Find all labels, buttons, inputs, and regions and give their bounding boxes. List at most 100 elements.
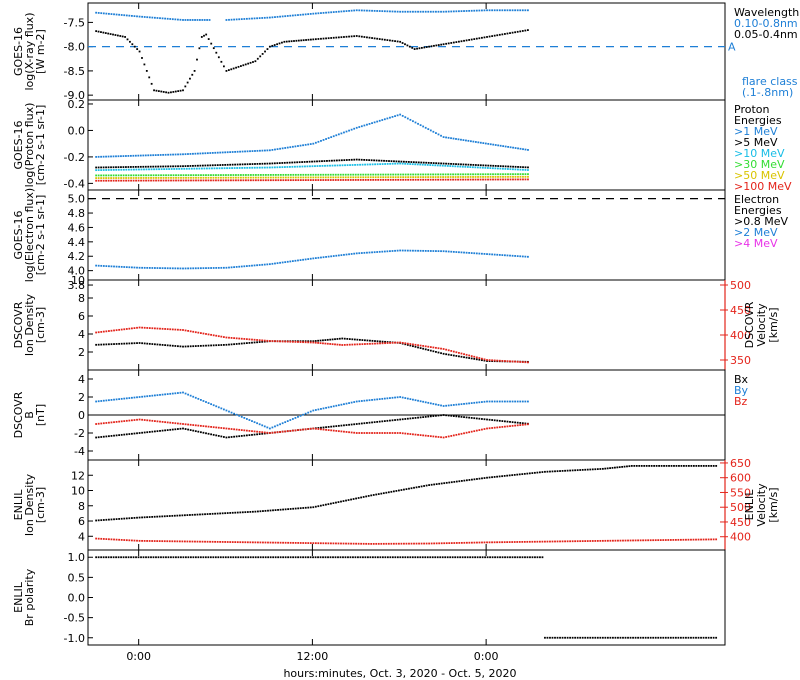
data-point [102, 169, 105, 171]
data-point [566, 540, 569, 543]
data-point [222, 336, 225, 338]
data-point [389, 39, 391, 42]
data-point [450, 481, 453, 484]
data-point [454, 165, 457, 168]
data-point [120, 420, 123, 423]
data-point [304, 542, 307, 544]
data-point [214, 556, 217, 559]
data-point [453, 480, 456, 483]
data-point [679, 636, 682, 639]
data-point [262, 179, 265, 182]
data-point [527, 361, 529, 364]
data-point [201, 540, 204, 543]
data-point [395, 160, 398, 163]
data-point [367, 179, 370, 181]
data-point [253, 430, 256, 433]
data-point [177, 153, 179, 156]
legend-label: >0.8 MeV [734, 215, 788, 228]
data-point [586, 468, 589, 471]
y-tick-label: 0.5 [68, 571, 86, 584]
data-point [455, 41, 458, 43]
data-point [581, 468, 584, 471]
data-point [317, 428, 320, 430]
data-point [302, 428, 304, 431]
data-point [153, 327, 156, 330]
data-point [181, 540, 184, 543]
data-point [281, 147, 284, 150]
data-point [435, 346, 437, 349]
data-point [187, 393, 190, 396]
data-point [120, 539, 123, 541]
data-point [447, 10, 450, 13]
data-point [584, 468, 587, 471]
data-point [217, 56, 220, 59]
data-point [110, 155, 112, 158]
data-point [447, 162, 450, 165]
data-point [409, 163, 412, 165]
data-point [501, 475, 504, 478]
data-point [368, 123, 371, 125]
data-point [309, 38, 312, 41]
data-point [304, 179, 307, 181]
data-point [415, 486, 418, 489]
data-point [662, 539, 665, 541]
data-point [261, 424, 264, 427]
data-point [151, 540, 154, 542]
data-point [399, 40, 402, 43]
data-point [514, 9, 517, 12]
data-point [512, 168, 514, 171]
data-point [205, 344, 207, 347]
data-point [162, 153, 165, 156]
data-point [276, 340, 279, 343]
data-point [492, 175, 494, 178]
data-point [710, 538, 713, 541]
data-point [474, 173, 477, 176]
data-point [102, 556, 105, 559]
data-point [424, 173, 427, 176]
data-point [199, 540, 201, 543]
data-point [424, 163, 427, 166]
data-point [269, 509, 272, 512]
data-point [478, 429, 481, 431]
data-point [220, 266, 223, 269]
data-point [194, 164, 197, 167]
data-point [327, 255, 330, 258]
data-point [501, 420, 504, 422]
data-point [232, 556, 235, 559]
data-point [498, 541, 501, 544]
data-point [389, 173, 392, 176]
data-point [227, 176, 230, 179]
data-point [189, 19, 192, 21]
data-point [127, 556, 130, 559]
data-point [432, 173, 435, 176]
data-point [320, 256, 322, 259]
data-point [449, 176, 452, 178]
data-point [297, 39, 300, 42]
data-point [311, 165, 314, 168]
data-point [200, 176, 202, 179]
data-point [344, 179, 347, 181]
data-point [330, 11, 333, 14]
data-point [526, 472, 529, 475]
data-point [363, 422, 366, 425]
data-point [113, 329, 115, 332]
data-point [551, 540, 554, 543]
data-point [512, 173, 514, 176]
data-point [242, 556, 245, 559]
y-tick-label: 2 [78, 391, 85, 404]
data-point [316, 160, 318, 163]
data-point [494, 167, 497, 170]
data-point [481, 418, 483, 420]
data-point [401, 432, 404, 435]
data-point [491, 556, 494, 559]
data-point [435, 162, 438, 165]
data-point [267, 541, 269, 544]
data-point [143, 395, 146, 398]
y-label: ENLIL [12, 581, 25, 613]
data-point [383, 38, 386, 41]
data-point [381, 432, 384, 434]
data-point [377, 493, 380, 495]
data-point [238, 428, 241, 431]
data-point [386, 342, 389, 344]
data-point [435, 403, 437, 406]
